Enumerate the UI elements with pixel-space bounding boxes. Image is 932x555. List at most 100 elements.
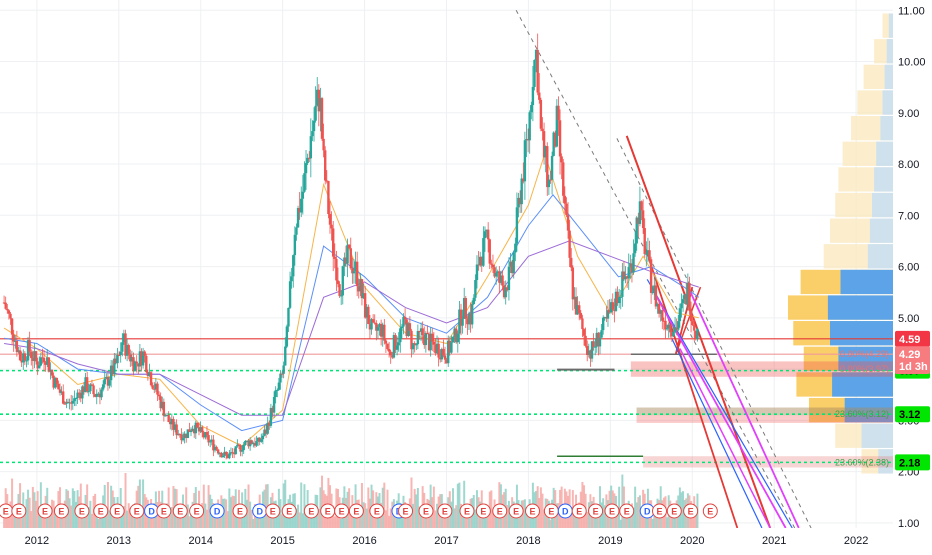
volume-bar [121,510,124,528]
earnings-marker-icon[interactable] [459,503,475,519]
earnings-marker-label[interactable]: E [593,507,599,517]
earnings-marker-icon[interactable] [209,503,225,519]
candle-body [416,330,420,345]
earnings-marker-icon[interactable] [189,503,205,519]
earnings-marker-icon[interactable] [11,503,27,519]
earnings-marker-icon[interactable] [74,503,90,519]
candle-body [483,231,487,239]
earnings-marker-label[interactable]: E [308,507,314,517]
y-tick-label: 6.00 [898,262,919,274]
trend-line[interactable] [643,245,739,529]
trend-line[interactable] [646,279,793,529]
earnings-marker-icon[interactable] [265,503,281,519]
candle-body [185,433,188,439]
trend-line[interactable] [675,286,702,354]
candle-body [339,295,343,297]
earnings-marker-label[interactable]: E [671,507,677,517]
earnings-marker-label[interactable]: E [325,507,331,517]
earnings-marker-icon[interactable] [369,503,385,519]
earnings-marker-label[interactable]: E [657,507,663,517]
earnings-marker-label[interactable]: E [177,507,183,517]
earnings-marker-icon[interactable] [37,503,53,519]
trend-line[interactable] [687,286,800,529]
earnings-marker-label[interactable]: E [58,507,64,517]
earnings-marker-label[interactable]: D [644,507,651,517]
earnings-marker-label[interactable]: E [339,507,345,517]
earnings-marker-icon[interactable] [232,503,248,519]
earnings-marker-label[interactable]: E [530,507,536,517]
candle-body [381,324,384,337]
earnings-marker-label[interactable]: E [423,507,429,517]
trend-line[interactable] [679,348,771,529]
earnings-marker-icon[interactable] [53,503,69,519]
trend-line[interactable] [515,10,796,529]
earnings-marker-icon[interactable] [418,503,434,519]
candle-body [582,329,586,336]
earnings-marker-icon[interactable] [683,503,699,519]
earnings-marker-icon[interactable] [348,503,364,519]
earnings-marker-icon[interactable] [702,503,718,519]
earnings-marker-label[interactable]: E [576,507,582,517]
earnings-marker-icon[interactable] [475,503,491,519]
earnings-marker-label[interactable]: E [16,507,22,517]
earnings-marker-icon[interactable] [398,503,414,519]
earnings-marker-label[interactable]: D [562,507,569,517]
volume-bar [450,501,453,528]
earnings-marker-label[interactable]: E [134,507,140,517]
earnings-marker-label[interactable]: E [480,507,486,517]
earnings-marker-icon[interactable] [508,503,524,519]
candle-body [669,324,672,333]
earnings-marker-label[interactable]: E [464,507,470,517]
earnings-marker-icon[interactable] [303,503,319,519]
earnings-marker-label[interactable]: E [624,507,630,517]
earnings-marker-icon[interactable] [619,503,635,519]
trend-line[interactable] [671,338,763,529]
earnings-marker-label[interactable]: E [98,507,104,517]
earnings-marker-icon[interactable] [437,503,453,519]
earnings-marker-label[interactable]: E [237,507,243,517]
earnings-marker-label[interactable]: D [256,507,263,517]
earnings-marker-label[interactable]: E [442,507,448,517]
candle-body [97,393,100,395]
earnings-marker-label[interactable]: E [3,507,9,517]
earnings-marker-icon[interactable] [652,503,668,519]
earnings-marker-icon[interactable] [588,503,604,519]
earnings-marker-label[interactable]: E [707,507,713,517]
earnings-marker-label[interactable]: D [148,507,155,517]
earnings-marker-label[interactable]: E [114,507,120,517]
earnings-marker-icon[interactable] [93,503,109,519]
earnings-marker-label[interactable]: D [214,507,221,517]
earnings-marker-label[interactable]: E [194,507,200,517]
earnings-marker-label[interactable]: E [374,507,380,517]
earnings-marker-label[interactable]: E [353,507,359,517]
earnings-marker-icon[interactable] [571,503,587,519]
earnings-marker-icon[interactable] [156,503,172,519]
candle-body [491,264,495,268]
earnings-marker-icon[interactable] [492,503,508,519]
earnings-marker-label[interactable]: E [688,507,694,517]
earnings-marker-label[interactable]: E [161,507,167,517]
earnings-marker-icon[interactable] [334,503,350,519]
earnings-marker-label[interactable]: E [270,507,276,517]
earnings-marker-label[interactable]: E [286,507,292,517]
earnings-marker-icon[interactable] [525,503,541,519]
earnings-marker-label[interactable]: E [497,507,503,517]
earnings-marker-icon[interactable] [666,503,682,519]
earnings-marker-icon[interactable] [281,503,297,519]
y-tick-label: 10.00 [898,57,926,69]
earnings-marker-label[interactable]: E [42,507,48,517]
earnings-marker-icon[interactable] [109,503,125,519]
earnings-marker-label[interactable]: E [609,507,615,517]
candle-body [518,197,522,205]
earnings-marker-icon[interactable] [604,503,620,519]
earnings-marker-label[interactable]: E [548,507,554,517]
x-tick-label: 2020 [680,535,704,547]
earnings-marker-icon[interactable] [129,503,145,519]
earnings-marker-label[interactable]: E [79,507,85,517]
trend-line[interactable] [616,138,812,529]
earnings-marker-label[interactable]: E [403,507,409,517]
earnings-marker-label[interactable]: E [513,507,519,517]
earnings-marker-icon[interactable] [172,503,188,519]
